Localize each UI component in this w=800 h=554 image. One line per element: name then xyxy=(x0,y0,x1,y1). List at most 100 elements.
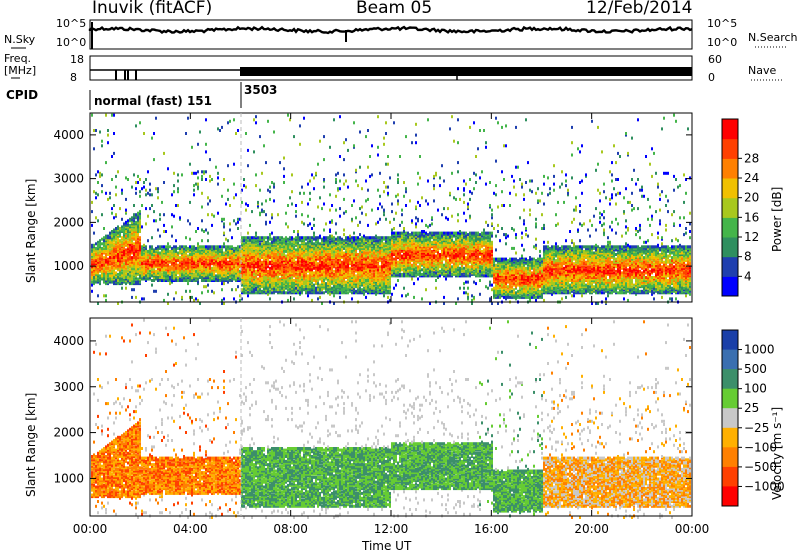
power-panel-cell xyxy=(309,245,311,248)
power-panel-cell xyxy=(329,146,331,149)
power-panel-cell xyxy=(153,290,155,293)
power-panel-cell xyxy=(331,271,333,274)
power-panel-cell xyxy=(153,248,155,251)
power-panel-cell xyxy=(99,131,101,134)
power-panel-cell xyxy=(401,221,403,224)
power-panel-cell xyxy=(209,180,211,183)
power-panel-cell xyxy=(403,181,405,184)
power-panel-cell xyxy=(223,252,225,255)
power-panel-cell xyxy=(161,273,163,276)
power-panel-cell xyxy=(139,210,141,213)
power-panel-cell xyxy=(193,299,195,302)
power-panel-cell xyxy=(137,238,139,241)
power-panel-cell xyxy=(275,259,277,262)
power-panel-cell xyxy=(215,166,217,169)
power-panel-cell xyxy=(151,204,153,207)
power-panel-cell xyxy=(223,225,225,228)
power-panel-cell xyxy=(269,198,271,201)
power-panel-cell xyxy=(269,242,271,245)
power-panel-cell xyxy=(343,212,345,215)
power-panel-cell xyxy=(299,236,301,239)
power-panel-cell xyxy=(311,236,313,239)
power-panel-cell xyxy=(99,172,101,175)
power-panel-cell xyxy=(225,258,227,261)
power-panel-cell xyxy=(403,236,405,239)
power-panel-cell xyxy=(171,267,173,270)
power-panel-cell xyxy=(397,193,399,196)
power-panel-cell xyxy=(367,261,369,264)
power-panel-cell xyxy=(197,143,199,146)
power-panel-cell xyxy=(279,288,281,291)
power-panel-cell xyxy=(367,252,369,255)
power-panel-cell xyxy=(383,276,385,279)
power-panel-cell xyxy=(151,256,153,259)
power-panel-cell xyxy=(323,135,325,138)
power-panel-cell xyxy=(121,241,123,244)
power-panel-cell xyxy=(197,183,199,186)
power-panel-cell xyxy=(243,178,245,181)
power-panel-cell xyxy=(405,274,407,277)
power-panel-cell xyxy=(279,278,281,281)
power-panel-cell xyxy=(193,245,195,248)
power-panel-cell xyxy=(173,297,175,300)
power-panel-cell xyxy=(141,204,143,207)
power-panel-cell xyxy=(307,256,309,259)
power-panel-cell xyxy=(397,279,399,282)
power-panel-cell xyxy=(325,270,327,273)
power-panel-cell xyxy=(359,166,361,169)
power-panel-cell xyxy=(323,274,325,277)
power-panel-cell xyxy=(291,173,293,176)
power-panel-cell xyxy=(393,241,395,244)
power-panel-cell xyxy=(283,268,285,271)
power-panel-cell xyxy=(137,181,139,184)
power-panel-cell xyxy=(117,273,119,276)
power-panel-cell xyxy=(353,121,355,124)
power-panel-cell xyxy=(311,239,313,242)
power-panel-cell xyxy=(209,256,211,259)
power-panel-cell xyxy=(295,248,297,251)
power-panel-cell xyxy=(221,218,223,221)
power-panel-cell xyxy=(237,129,239,132)
power-panel-cell xyxy=(281,264,283,267)
power-panel-cell xyxy=(253,236,255,239)
power-panel-cell xyxy=(301,236,303,239)
power-panel-cell xyxy=(393,232,395,235)
power-panel-cell xyxy=(335,222,337,225)
power-panel-cell xyxy=(199,250,201,253)
power-panel-cell xyxy=(321,245,323,248)
power-panel-cell xyxy=(401,294,403,297)
power-panel-cell xyxy=(271,238,273,241)
power-panel-cell xyxy=(209,158,211,161)
power-panel-cell xyxy=(319,278,321,281)
power-panel-cell xyxy=(369,241,371,244)
power-panel-cell xyxy=(351,244,353,247)
power-panel-cell xyxy=(323,250,325,253)
power-panel-cell xyxy=(135,124,137,127)
power-panel-cell xyxy=(289,241,291,244)
power-panel-cell xyxy=(305,264,307,267)
power-panel-cell xyxy=(201,178,203,181)
power-panel-cell xyxy=(387,236,389,239)
power-panel-cell xyxy=(335,209,337,212)
power-panel-cell xyxy=(181,173,183,176)
power-panel-cell xyxy=(155,187,157,190)
power-panel-cell xyxy=(147,192,149,195)
power-panel-cell xyxy=(99,274,101,277)
power-panel-cell xyxy=(211,213,213,216)
power-panel-cell xyxy=(149,270,151,273)
power-panel-cell xyxy=(235,268,237,271)
power-panel-cell xyxy=(199,245,201,248)
power-panel-cell xyxy=(255,115,257,118)
power-panel-cell xyxy=(375,256,377,259)
power-panel-cell xyxy=(393,258,395,261)
power-panel-cell xyxy=(199,131,201,134)
power-panel-cell xyxy=(97,270,99,273)
power-panel-cell xyxy=(193,184,195,187)
power-panel-cell xyxy=(263,276,265,279)
power-panel-cell xyxy=(297,267,299,270)
power-panel-cell xyxy=(383,190,385,193)
power-panel-cell xyxy=(391,229,393,232)
power-panel-cell xyxy=(255,184,257,187)
power-panel-cell xyxy=(195,297,197,300)
power-panel-cell xyxy=(203,230,205,233)
